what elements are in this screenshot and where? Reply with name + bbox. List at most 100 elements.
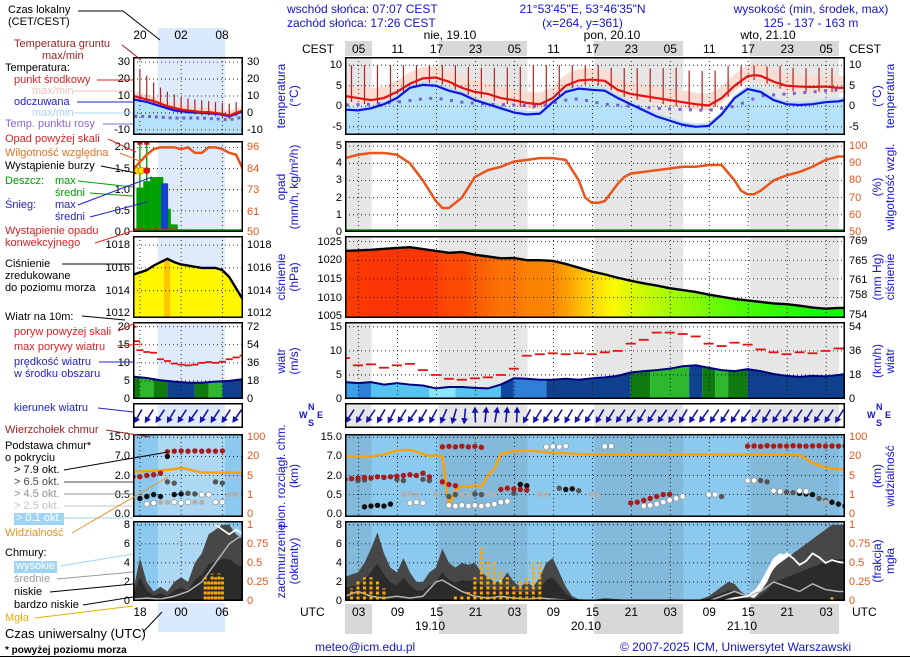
axis-tick: 5 — [335, 79, 342, 92]
sidebar-label: (CET/CEST) — [8, 16, 70, 28]
cloudiness-chart — [345, 521, 845, 601]
mini-utc-tick: 06 — [215, 605, 229, 619]
axis-tick: 10 — [117, 356, 130, 369]
sidebar-label: Wiatr na 10m: — [5, 311, 74, 323]
axis-tick: 73 — [247, 183, 260, 196]
axis-tick: 5 — [335, 140, 342, 153]
axis-tick: 1 — [335, 208, 342, 221]
contact-email-link[interactable]: meteo@icm.edu.pl — [315, 641, 415, 654]
axis-tick: 54 — [247, 338, 260, 351]
cest-tick: 17 — [585, 42, 600, 56]
sidebar-label: max/min — [32, 85, 74, 97]
cest-tick: 05 — [351, 42, 366, 56]
axis-tick: 0 — [247, 595, 254, 607]
cest-tick: 05 — [663, 42, 677, 56]
axis-tick: 761 — [849, 274, 868, 287]
sidebar-label: Temperatura: — [5, 62, 70, 74]
day-label: nie, 19.10 — [423, 28, 477, 42]
axis-tick: 0.25 — [849, 575, 871, 588]
cest-label-right: CEST — [849, 42, 882, 56]
email-text[interactable]: meteo@icm.edu.pl — [315, 640, 416, 654]
sunset-text: zachód słońca: 17:26 CEST — [287, 15, 436, 30]
utc-tick: 09 — [390, 605, 405, 619]
date-label: 20.10 — [570, 619, 602, 633]
utc-tick: 21 — [624, 605, 639, 619]
axis-tick: 0.0 — [326, 507, 342, 520]
axis-tick: 2.0 — [114, 469, 130, 482]
cest-tick: 11 — [391, 42, 404, 56]
sidebar-label: Chmury: — [5, 547, 47, 559]
axis-tick: 100 — [247, 431, 266, 444]
axis-tick: 0.5 — [247, 556, 263, 569]
axis-tick: 0 — [247, 507, 254, 520]
axis-tick: 1015 — [317, 272, 342, 285]
axis-tick: 0 — [849, 100, 856, 113]
sidebar-label: Wierzchołek chmur — [5, 424, 99, 436]
axis-tick: 0.5 — [114, 488, 130, 501]
axis-tick: 0 — [335, 100, 342, 113]
date-label: 21.10 — [726, 619, 758, 633]
sidebar-label: zredukowane — [5, 270, 71, 282]
axis-tick: 765 — [849, 254, 868, 267]
axis-tick: 36 — [849, 344, 862, 357]
axis-tick: 1012 — [247, 307, 272, 320]
cloud-layers-chart — [345, 434, 845, 517]
mini-cest-tick: 02 — [174, 28, 188, 42]
axis-tick: 0.5 — [326, 488, 342, 501]
cest-tick: 05 — [507, 42, 522, 56]
axis-tick: 15 — [329, 320, 342, 333]
cest-tick: 11 — [703, 42, 716, 56]
axis-tick: 5 — [849, 469, 856, 482]
axis-tick: 10 — [329, 344, 342, 357]
axis-tick: 6 — [335, 537, 342, 550]
cest-tick: 23 — [780, 42, 794, 56]
axis-tick: 0 — [335, 393, 342, 405]
axis-tick: 15.0 — [108, 431, 130, 444]
sidebar-label: o pokryciu — [5, 452, 56, 464]
compass-s: S — [308, 418, 315, 428]
sidebar-label: bardzo niskie — [14, 599, 79, 611]
sidebar-label: konwekcyjnego — [5, 237, 81, 249]
sidebar-label: średni — [55, 211, 85, 223]
mini-cest-tick: 20 — [133, 28, 147, 42]
sidebar-label: Temp. punktu rosy — [5, 118, 95, 130]
cest-tick: 11 — [547, 42, 560, 56]
sidebar-label: w środku obszaru — [14, 368, 101, 380]
axis-tick: -5 — [332, 120, 342, 133]
utc-label-right: UTC — [852, 605, 877, 619]
axis-tick: 1018 — [105, 239, 130, 252]
axis-tick: 60 — [849, 208, 862, 221]
axis-tick: 1018 — [247, 239, 272, 252]
axis-tick: 0 — [849, 595, 856, 607]
axis-tick: 0 — [123, 393, 130, 405]
altitude-info: wysokość (min, środek, max) 125 - 137 - … — [715, 2, 907, 31]
axis-tick: 70 — [849, 191, 862, 204]
axis-tick: 1 — [849, 488, 856, 501]
utc-tick: 21 — [468, 605, 483, 619]
bottom-border — [0, 656, 910, 657]
cest-tick: 05 — [819, 42, 833, 56]
axis-tick: 18 — [849, 368, 862, 381]
axis-tick: 1005 — [317, 310, 342, 323]
compass-w: W — [299, 410, 308, 420]
grid-point-text: (x=264, y=361) — [542, 15, 623, 30]
night-band — [750, 41, 840, 56]
sidebar-label: Opad powyżej skali — [5, 133, 100, 145]
axis-tick: 5 — [335, 368, 342, 381]
sidebar-label: max — [55, 199, 76, 211]
precipitation-humidity-chart — [345, 141, 845, 232]
day-label: pon, 20.10 — [583, 28, 641, 42]
sidebar-label: odczuwana — [14, 96, 70, 108]
axis-tick: 1 — [247, 518, 254, 531]
utc-tick: 15 — [585, 605, 600, 619]
night-band — [594, 604, 684, 634]
axis-tick: 20 — [247, 73, 260, 86]
wind-direction-chart — [133, 403, 243, 428]
sidebar-label: Podstawa chmur* — [5, 440, 92, 452]
axis-tick: 7.0 — [114, 450, 130, 463]
axis-tick: 5 — [247, 469, 254, 482]
sidebar-label: Temperatura gruntu — [14, 38, 110, 50]
axis-tick: 4 — [335, 556, 342, 569]
